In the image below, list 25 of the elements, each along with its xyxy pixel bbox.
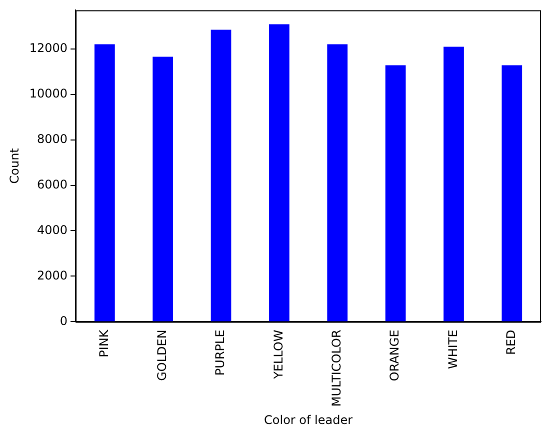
x-tick-label: PURPLE — [213, 330, 228, 376]
x-axis-title: Color of leader — [264, 412, 353, 427]
y-tick-label: 10000 — [29, 86, 68, 100]
y-tick-label: 0 — [60, 314, 68, 328]
bar — [152, 56, 174, 322]
y-tick-label: 8000 — [37, 132, 68, 146]
bar — [210, 30, 232, 322]
bar — [502, 65, 522, 322]
y-tick-label: 2000 — [37, 268, 68, 282]
bar — [327, 44, 348, 322]
x-tick-label: GOLDEN — [154, 330, 169, 381]
y-axis-title: Count — [7, 148, 22, 184]
bar — [385, 65, 406, 322]
bar — [269, 24, 290, 322]
x-tick-label: PINK — [96, 328, 111, 358]
x-tick-label: ORANGE — [388, 330, 402, 382]
x-tick-label: WHITE — [446, 330, 460, 370]
y-tick-label: 4000 — [37, 222, 68, 237]
x-tick-label: MULTICOLOR — [330, 330, 344, 407]
x-tick-label: YELLOW — [271, 330, 286, 380]
bar — [444, 46, 464, 322]
x-tick-label: RED — [504, 330, 518, 355]
bar — [94, 44, 115, 322]
y-tick-label: 12000 — [29, 40, 68, 55]
y-tick-label: 6000 — [37, 177, 68, 192]
